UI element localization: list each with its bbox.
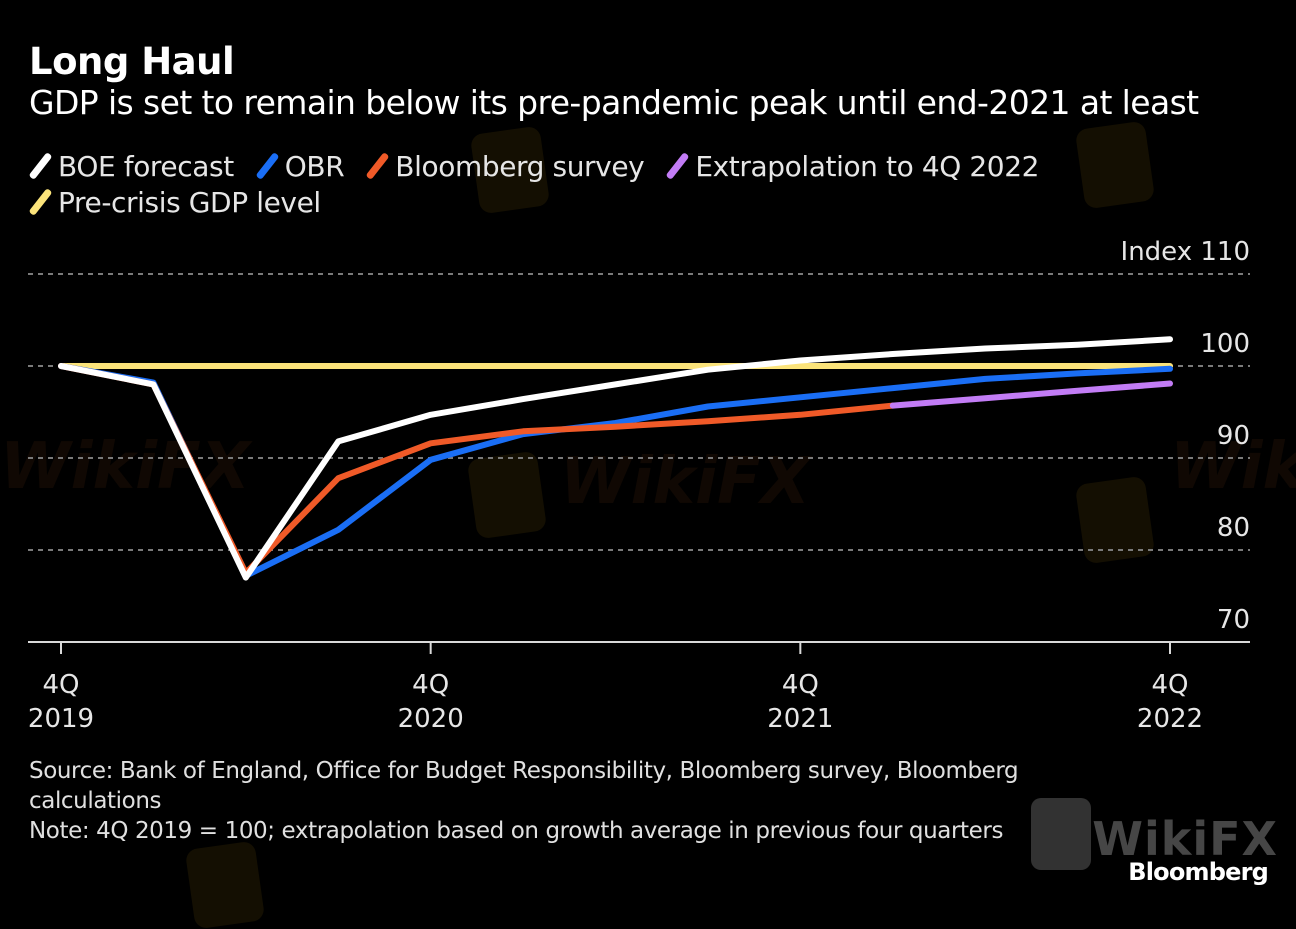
line-chart: 70 80 90 100 Index 110 4Q 2019 4Q 2020 4Q 2021 4Q 2…	[28, 237, 1250, 734]
chart-subtitle: GDP is set to remain below its pre-pande…	[29, 83, 1199, 122]
source-text: Source: Bank of England, Office for Budg…	[29, 758, 1019, 814]
x-tick-label: 4Q	[412, 670, 449, 700]
series-line-bloomberg	[58, 363, 896, 576]
legend: BOE forecast OBR Bloomberg survey Extrap…	[28, 148, 1269, 220]
x-tick-label: 2022	[1137, 704, 1203, 734]
legend-label: Extrapolation to 4Q 2022	[695, 149, 1040, 183]
watermark-brand-text: WikiFX	[1092, 812, 1278, 866]
y-axis-labels: 70 80 90 100 Index 110	[1121, 237, 1250, 635]
legend-item-precrisis: Pre-crisis GDP level	[28, 185, 321, 219]
x-tick-label: 4Q	[1151, 670, 1188, 700]
footer-notes: Source: Bank of England, Office for Budg…	[29, 756, 1029, 846]
y-tick-label: 90	[1217, 421, 1250, 451]
y-tick-label: 80	[1217, 513, 1250, 543]
legend-item-bloomberg: Bloomberg survey	[365, 149, 645, 183]
legend-label: Pre-crisis GDP level	[58, 185, 321, 219]
y-tick-label: Index 110	[1121, 237, 1250, 267]
x-tick-label: 2021	[767, 704, 833, 734]
y-tick-label: 70	[1217, 605, 1250, 635]
y-tick-label: 100	[1200, 329, 1250, 359]
series-lines	[58, 336, 1173, 581]
legend-row: BOE forecast OBR Bloomberg survey Extrap…	[28, 148, 1269, 184]
x-tick-label: 2019	[28, 704, 94, 734]
legend-label: OBR	[284, 149, 345, 183]
series-line-extrap	[889, 380, 1173, 409]
watermark-logo-icon	[1031, 798, 1091, 870]
x-tick-label: 4Q	[782, 670, 819, 700]
legend-item-boe: BOE forecast	[28, 149, 234, 183]
x-tick-label: 4Q	[42, 670, 79, 700]
legend-label: Bloomberg survey	[395, 149, 645, 183]
x-axis-labels: 4Q 2019 4Q 2020 4Q 2021 4Q 2022	[28, 670, 1203, 734]
series-line-boe	[58, 336, 1173, 581]
legend-label: BOE forecast	[58, 149, 234, 183]
bloomberg-logo: Bloomberg	[1128, 858, 1269, 886]
legend-item-obr: OBR	[255, 149, 345, 183]
chart-title: Long Haul	[29, 40, 235, 83]
legend-row: Pre-crisis GDP level	[28, 184, 1269, 220]
note-text: Note: 4Q 2019 = 100; extrapolation based…	[29, 818, 1004, 844]
x-axis	[28, 641, 1250, 654]
legend-item-extrapolation: Extrapolation to 4Q 2022	[665, 149, 1040, 183]
x-tick-label: 2020	[398, 704, 464, 734]
